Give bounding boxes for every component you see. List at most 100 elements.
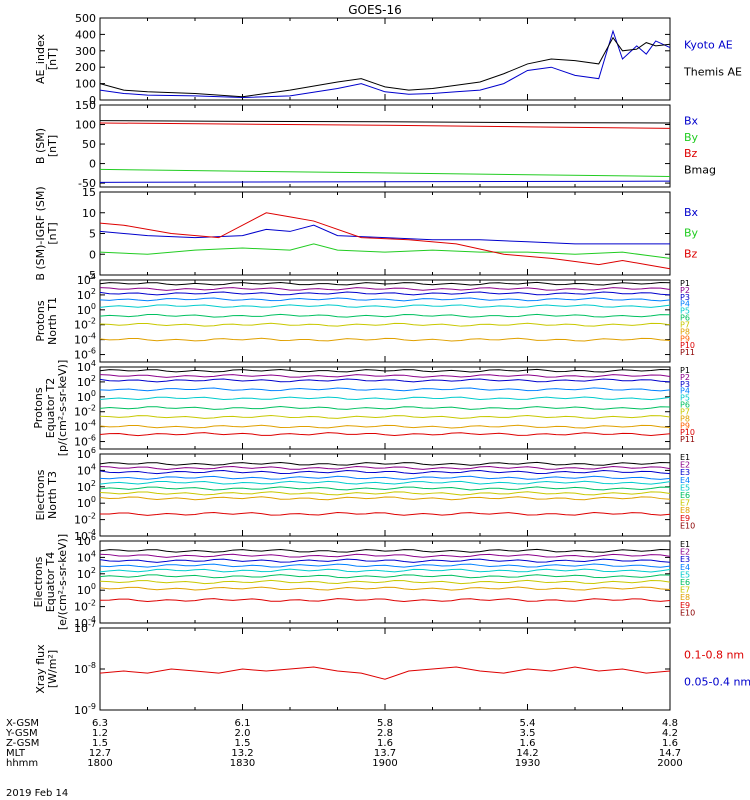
series-line-p2 [99, 287, 671, 291]
legend-label: E3 [680, 468, 690, 477]
legend-label: Bx [684, 114, 699, 127]
y-axis-label: [W/m²] [46, 650, 59, 688]
legend-label: E4 [680, 563, 690, 572]
y-tick-exponent: -2 [88, 404, 96, 413]
y-tick-label: 102 [77, 374, 96, 389]
legend-label: E10 [680, 521, 695, 530]
series-line-p6 [99, 313, 671, 318]
legend-label: P11 [680, 435, 695, 444]
y-tick-exponent: -2 [88, 317, 96, 326]
legend-label: P4 [680, 387, 690, 396]
y-axis-label: [nT] [46, 222, 59, 244]
series-line-p1 [99, 368, 671, 373]
series-line-e7 [99, 491, 671, 496]
series-line-p5 [99, 304, 671, 308]
legend-label: P8 [680, 327, 690, 336]
legend-label: E3 [680, 555, 690, 564]
orbit-value: 6.1 [235, 718, 251, 729]
legend-label: P10 [680, 341, 695, 350]
legend-label: E8 [680, 506, 690, 515]
y-axis-label: Equator T2 [44, 378, 57, 438]
y-tick-exponent: -7 [88, 620, 96, 629]
orbit-value: 12.7 [89, 748, 111, 759]
legend-label: P9 [680, 334, 690, 343]
legend-label: P8 [680, 414, 690, 423]
orbit-value: 13.2 [231, 748, 253, 759]
y-tick-exponent: 4 [91, 549, 96, 558]
series-line-p8 [99, 424, 671, 429]
y-tick-label: -5 [85, 269, 96, 282]
y-tick-exponent: -2 [88, 599, 96, 608]
series-line-p4 [99, 297, 671, 302]
series-line-p6 [99, 406, 671, 410]
legend-label: E5 [680, 483, 690, 492]
y-tick-label: 100 [77, 389, 96, 404]
legend-label: P3 [680, 380, 690, 389]
legend-label: P2 [680, 373, 690, 382]
orbit-value: 6.3 [92, 718, 108, 729]
orbit-value: 5.4 [520, 718, 536, 729]
series-line-p1 [99, 281, 671, 286]
orbit-table: X-GSM 6.3 6.1 5.8 5.4 4.8 Y-GSM 1.2 2.0 2.8 3.5 4.2… [5, 718, 683, 769]
legend-label: P7 [680, 320, 690, 329]
legend-label: 0.05-0.4 nm [684, 676, 750, 689]
legend-label: P6 [680, 401, 690, 410]
y-tick-label: 104 [77, 462, 96, 477]
y-axis-label: [nT] [46, 48, 59, 70]
y-tick-label: 0 [89, 248, 96, 261]
orbit-value: 1.6 [662, 738, 678, 749]
y-tick-label: 104 [77, 272, 96, 287]
y-tick-label: 10-9 [74, 702, 96, 717]
orbit-row-label: Y-GSM [5, 728, 38, 739]
series-line-p7 [99, 322, 671, 327]
series-line-e4 [99, 475, 671, 480]
series-line-e5 [99, 480, 671, 485]
legend-label: P11 [680, 348, 695, 357]
y-tick-exponent: 0 [91, 495, 96, 504]
series-line-themis-ae [99, 36, 671, 98]
y-tick-label: 10-2 [74, 404, 96, 419]
y-tick-label: 10 [82, 207, 96, 220]
y-tick-exponent: 4 [91, 359, 96, 368]
legend-label: P6 [680, 314, 690, 323]
legend-label: 0.1-0.8 nm [684, 648, 744, 661]
series-line-e8 [99, 586, 671, 591]
y-axis-label: B (SM) [34, 128, 47, 164]
legend-label: E2 [680, 548, 690, 557]
series-line-p7 [99, 414, 671, 419]
series-line-by [99, 243, 671, 259]
y-tick-label: 10-2 [74, 599, 96, 614]
legend-label: P5 [680, 307, 690, 316]
y-tick-label: 106 [77, 533, 96, 548]
panel-1: 0 100 200 300 400 500 AE_index [nT] Kyoto AE Them… [34, 12, 742, 107]
series-line-p10 [99, 432, 671, 437]
legend-label: E2 [680, 461, 690, 470]
legend-label: Themis AE [683, 66, 742, 79]
y-tick-label: 104 [77, 549, 96, 564]
y-tick-label: 10-7 [74, 620, 96, 635]
y-tick-label: 500 [75, 12, 96, 25]
series-line-e4 [99, 563, 671, 568]
orbit-value: 2.0 [235, 728, 251, 739]
y-tick-label: 150 [75, 99, 96, 112]
orbit-row-label: X-GSM [6, 718, 39, 729]
legend-label: Bmag [684, 164, 716, 177]
y-axis-label: Protons [32, 387, 45, 428]
y-tick-label: 10-8 [74, 661, 96, 676]
orbit-value: 4.2 [662, 728, 678, 739]
y-axis-label: AE_index [34, 33, 47, 84]
series-line-e5 [99, 568, 671, 573]
y-tick-exponent: -6 [88, 347, 96, 356]
y-tick-exponent: -4 [88, 332, 96, 341]
panel-2: -50 0 50 100 150 B (SM) [nT] Bx By Bz Bmag [34, 99, 716, 190]
series-line-p2 [99, 374, 671, 378]
y-tick-label: 400 [75, 28, 96, 41]
series-line-e7 [99, 579, 671, 585]
orbit-value: 1.6 [520, 738, 536, 749]
series-line-bz [99, 122, 671, 129]
legend-label: E7 [680, 586, 690, 595]
y-tick-exponent: -6 [88, 434, 96, 443]
